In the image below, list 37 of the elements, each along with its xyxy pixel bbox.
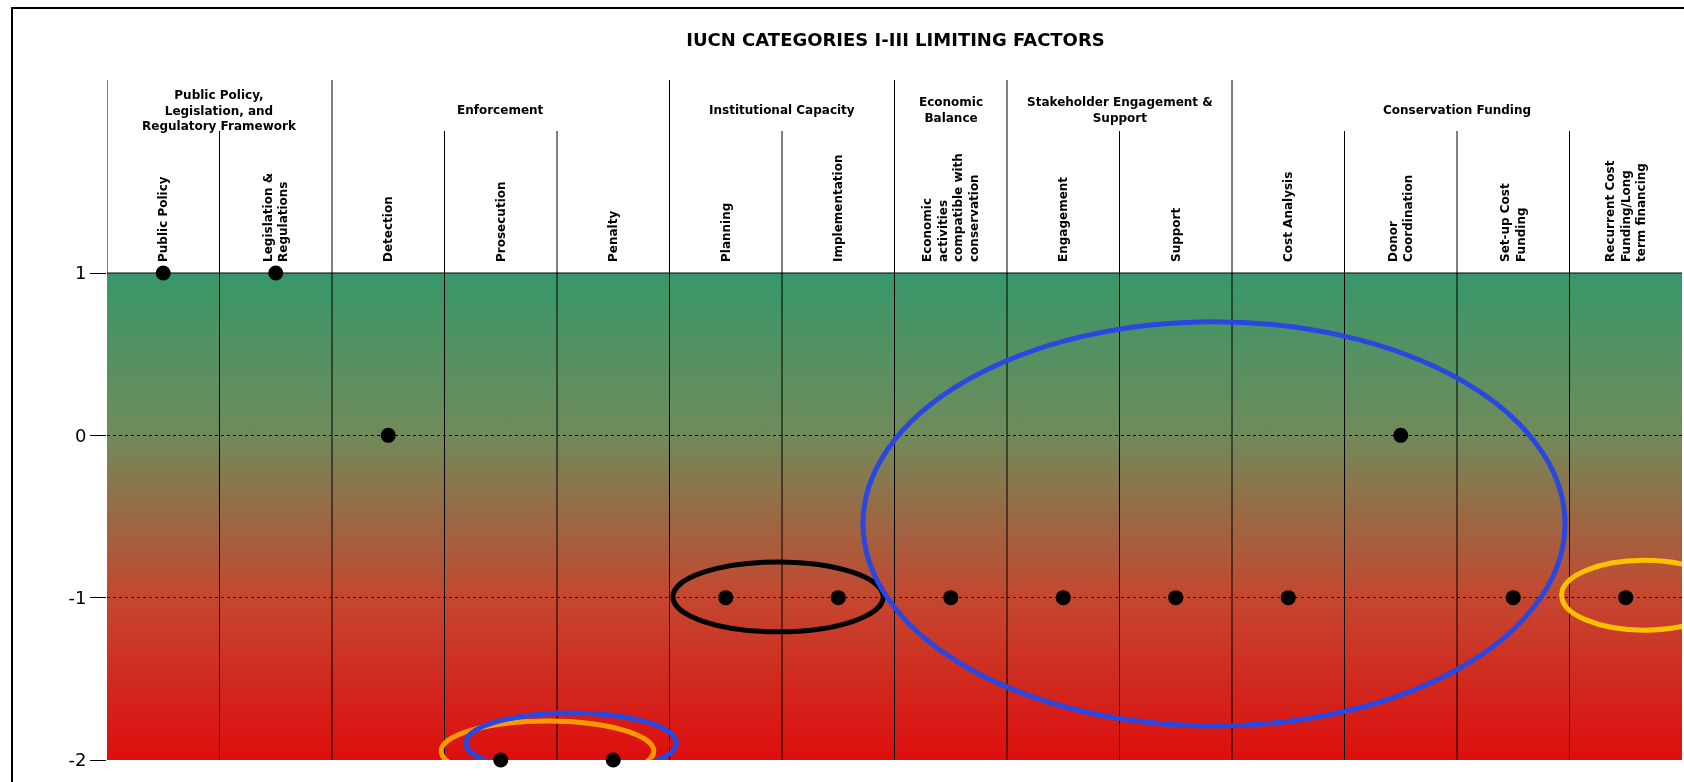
x-tick-label: Donor Coordination [1385, 174, 1416, 262]
x-tick-label: Legislation & Regulations [260, 172, 291, 262]
point [1505, 590, 1521, 606]
point [1618, 590, 1634, 606]
text: Economic Balance [919, 95, 984, 125]
y-tick-label: 1 [74, 262, 87, 284]
text: Stakeholder Engagement & Support [1027, 95, 1213, 125]
x-tick-label: Detection [381, 196, 396, 262]
point [493, 752, 509, 768]
x-tick-label: Set-up Cost Funding [1498, 183, 1528, 262]
point [943, 590, 959, 606]
x-tick-label: Prosecution [493, 181, 508, 262]
point [718, 590, 734, 606]
x-tick-label: Engagement [1056, 176, 1071, 262]
point [1168, 590, 1184, 606]
x-tick-label: Public Policy [156, 176, 171, 262]
text: Institutional Capacity [709, 103, 855, 117]
text: Public Policy, Legislation, and Regulatory Framework [142, 88, 297, 134]
text: Enforcement [457, 103, 544, 117]
y-tick-label: -1 [68, 586, 87, 608]
point [380, 427, 396, 443]
x-tick-label: Economic activities compatible with conservation [920, 153, 982, 262]
point [1280, 590, 1296, 606]
y-tick-label: -2 [68, 749, 87, 771]
x-tick-label: Support [1168, 207, 1183, 262]
chart-title: IUCN CATEGORIES I-III LIMITING FACTORS [686, 29, 1105, 51]
text: Conservation Funding [1383, 103, 1532, 117]
y-tick-label: 0 [74, 424, 87, 446]
x-tick-label: Recurrent Cost Funding/Long term financing [1603, 160, 1649, 262]
x-tick-label: Implementation [831, 154, 846, 262]
x-tick-label: Cost Analysis [1281, 171, 1296, 262]
x-tick-label: Planning [718, 202, 733, 262]
point [1055, 590, 1071, 606]
point [605, 752, 621, 768]
point [1393, 427, 1409, 443]
point [830, 590, 846, 606]
x-tick-label: Penalty [606, 210, 621, 262]
